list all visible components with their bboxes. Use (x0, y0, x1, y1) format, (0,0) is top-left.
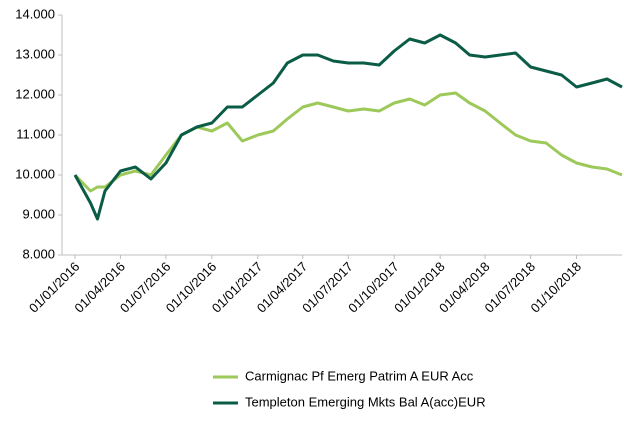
legend-label: Templeton Emerging Mkts Bal A(acc)EUR (245, 394, 486, 409)
legend-label: Carmignac Pf Emerg Patrim A EUR Acc (245, 368, 474, 383)
y-tick-label: 12.000 (15, 86, 55, 101)
y-tick-label: 14.000 (15, 6, 55, 21)
series-line (73, 33, 623, 221)
y-tick-label: 13.000 (15, 46, 55, 61)
y-tick-label: 9.000 (22, 206, 55, 221)
y-tick-label: 11.000 (16, 126, 55, 141)
y-tick-label: 8.000 (22, 246, 55, 261)
series-line (73, 91, 623, 193)
y-tick-label: 10.000 (15, 166, 55, 181)
